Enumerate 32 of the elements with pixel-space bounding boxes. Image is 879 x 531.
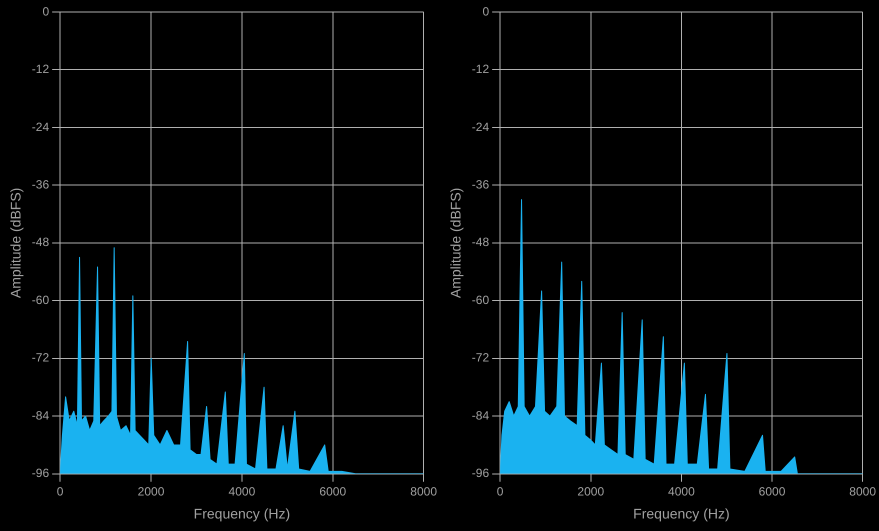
x-tick-label: 8000 — [410, 484, 438, 498]
x-tick-label: 0 — [56, 484, 64, 498]
y-tick-label: -96 — [472, 466, 490, 480]
y-tick-label: -96 — [32, 466, 50, 480]
y-tick-label: 0 — [42, 4, 50, 18]
y-tick-label: -36 — [32, 177, 50, 192]
x-tick-label: 8000 — [849, 484, 876, 498]
y-tick-label: 0 — [482, 4, 490, 18]
y-axis-title: Amplitude (dBFS) — [447, 188, 464, 298]
y-tick-label: -48 — [32, 235, 50, 250]
y-tick-label: -84 — [32, 408, 50, 422]
y-tick-label: -72 — [32, 350, 50, 365]
x-tick-label: 6000 — [319, 484, 346, 498]
y-tick-label: -60 — [32, 292, 50, 307]
x-tick-label: 4000 — [668, 484, 696, 498]
y-tick-label: -60 — [472, 292, 490, 307]
y-tick-label: -48 — [472, 235, 490, 250]
y-tick-label: -12 — [32, 62, 50, 76]
y-tick-label: -12 — [472, 62, 490, 76]
x-tick-label: 4000 — [228, 484, 256, 498]
y-tick-label: -72 — [472, 350, 490, 365]
y-tick-label: -24 — [32, 120, 50, 134]
x-tick-label: 2000 — [138, 484, 165, 498]
y-tick-label: -36 — [472, 177, 490, 192]
y-axis-title: Amplitude (dBFS) — [7, 188, 24, 298]
x-tick-label: 0 — [496, 484, 504, 498]
y-tick-label: -24 — [472, 120, 490, 134]
x-tick-label: 2000 — [577, 484, 604, 498]
x-axis-title: Frequency (Hz) — [194, 505, 290, 522]
x-axis-title: Frequency (Hz) — [633, 505, 730, 522]
y-tick-label: -84 — [472, 408, 490, 422]
x-tick-label: 6000 — [758, 484, 786, 498]
